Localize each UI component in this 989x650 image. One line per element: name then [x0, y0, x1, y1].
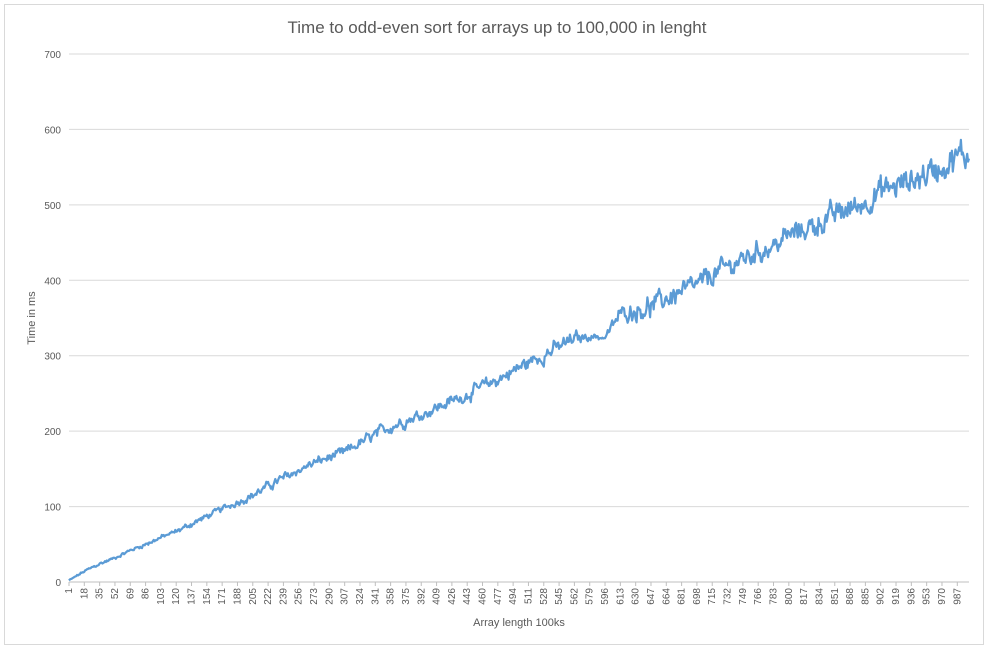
x-tick-label: 647: [646, 588, 657, 605]
x-tick-label: 171: [217, 588, 228, 605]
x-tick-label: 375: [401, 588, 412, 605]
chart-title: Time to odd-even sort for arrays up to 1…: [288, 18, 707, 37]
x-tick-label: 239: [278, 588, 289, 605]
x-axis-ticks: 1 18 35 52 69 86 103 120 137 154 171 188 205 222 239 25…: [64, 582, 963, 605]
x-axis-label: Array length 100ks: [473, 617, 565, 629]
series-line: [68, 138, 971, 582]
x-tick-label: 715: [707, 588, 718, 605]
x-tick-label: 222: [263, 588, 274, 605]
y-tick-label: 300: [44, 352, 61, 363]
y-tick-label: 100: [44, 503, 61, 514]
x-tick-label: 732: [723, 588, 734, 605]
chart-frame: [4, 4, 984, 645]
x-tick-label: 86: [141, 588, 152, 600]
x-tick-label: 290: [324, 588, 335, 605]
x-tick-label: 256: [294, 588, 305, 605]
y-tick-label: 200: [44, 427, 61, 438]
series-layer: [68, 138, 971, 582]
x-tick-label: 579: [585, 588, 596, 605]
x-tick-label: 596: [600, 588, 611, 605]
x-tick-label: 392: [416, 588, 427, 605]
x-tick-label: 936: [906, 588, 917, 605]
x-tick-label: 52: [110, 588, 121, 600]
x-tick-label: 528: [539, 588, 550, 605]
x-tick-label: 783: [769, 588, 780, 605]
x-tick-label: 834: [814, 588, 825, 605]
x-tick-label: 1: [64, 588, 75, 594]
y-tick-label: 700: [44, 50, 61, 61]
x-tick-label: 103: [156, 588, 167, 605]
x-tick-label: 205: [248, 588, 259, 605]
x-tick-label: 613: [615, 588, 626, 605]
x-tick-label: 766: [753, 588, 764, 605]
x-tick-label: 800: [784, 588, 795, 605]
x-tick-label: 307: [340, 588, 351, 605]
x-tick-label: 885: [860, 588, 871, 605]
x-tick-label: 443: [462, 588, 473, 605]
x-tick-label: 817: [799, 588, 810, 605]
x-tick-label: 511: [523, 588, 534, 604]
y-tick-label: 600: [44, 125, 61, 136]
x-tick-label: 545: [554, 588, 565, 605]
y-tick-label: 500: [44, 201, 61, 212]
x-tick-label: 953: [922, 588, 933, 605]
x-tick-label: 494: [508, 588, 519, 605]
x-tick-label: 630: [631, 588, 642, 605]
x-tick-label: 426: [447, 588, 458, 605]
x-tick-label: 868: [845, 588, 856, 605]
y-tick-label: 400: [44, 276, 61, 287]
x-tick-label: 851: [830, 588, 841, 605]
x-tick-label: 341: [370, 588, 381, 605]
x-tick-label: 35: [95, 588, 106, 600]
x-tick-label: 188: [232, 588, 243, 605]
x-tick-label: 664: [661, 588, 672, 605]
x-tick-label: 987: [952, 588, 963, 605]
x-tick-label: 358: [386, 588, 397, 605]
x-tick-label: 324: [355, 588, 366, 605]
x-tick-label: 562: [569, 588, 580, 605]
x-tick-label: 919: [891, 588, 902, 605]
x-tick-label: 69: [125, 588, 136, 600]
x-tick-label: 154: [202, 588, 213, 605]
x-tick-label: 460: [478, 588, 489, 605]
x-tick-label: 18: [79, 588, 90, 600]
y-tick-label: 0: [55, 578, 61, 589]
x-tick-label: 681: [677, 588, 688, 605]
x-tick-label: 970: [937, 588, 948, 605]
x-tick-label: 477: [493, 588, 504, 605]
x-tick-label: 120: [171, 588, 182, 605]
x-tick-label: 409: [432, 588, 443, 605]
x-tick-label: 137: [187, 588, 198, 605]
x-tick-label: 902: [876, 588, 887, 605]
y-axis-ticks: 0 100 200 300 400 500 600 700: [44, 50, 61, 589]
x-tick-label: 273: [309, 588, 320, 605]
y-axis-label: Time in ms: [26, 291, 38, 345]
x-tick-label: 749: [738, 588, 749, 605]
gridlines: [69, 53, 969, 583]
x-tick-label: 698: [692, 588, 703, 605]
